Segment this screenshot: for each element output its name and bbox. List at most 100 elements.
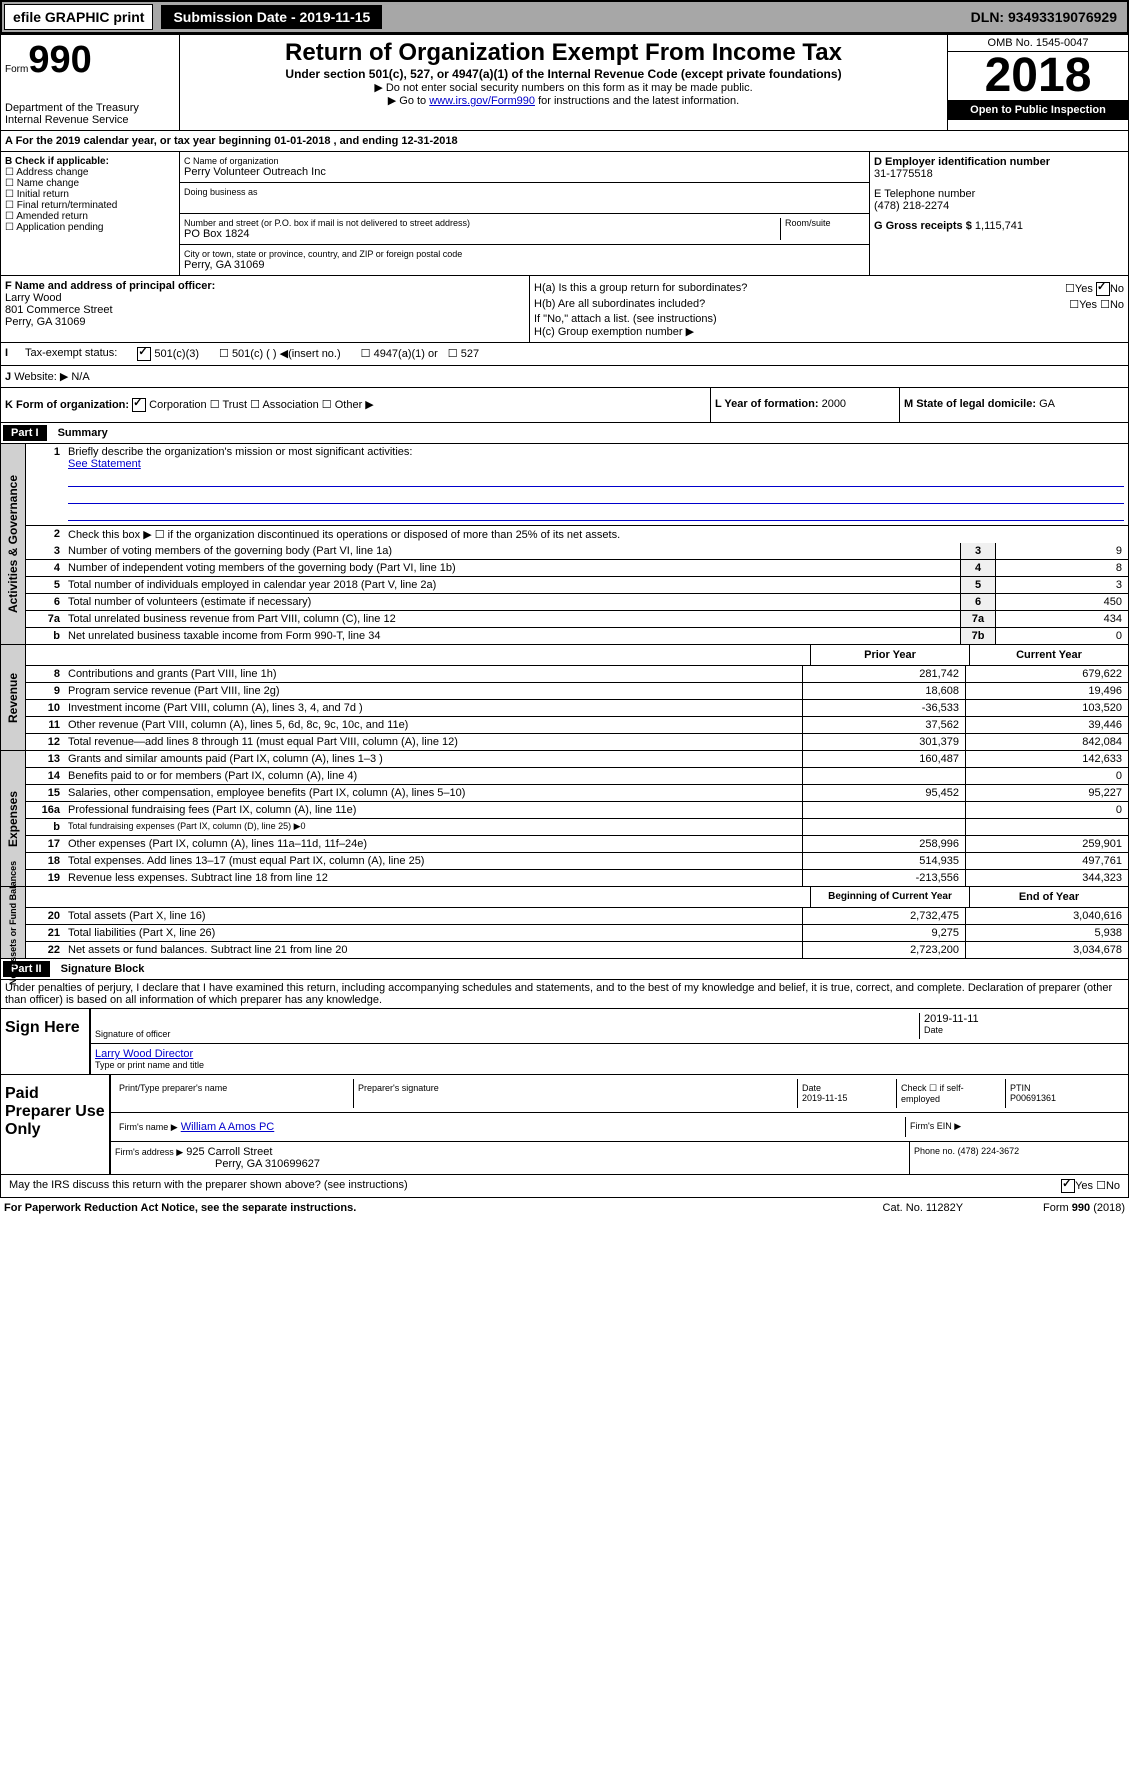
line-22-beg: 2,723,200 (802, 942, 965, 958)
line-20-end: 3,040,616 (965, 908, 1128, 924)
officer-city: Perry, GA 31069 (5, 316, 525, 328)
501c3-checkbox[interactable]: 501(c)(3) (137, 347, 199, 361)
signer-name-link[interactable]: Larry Wood Director (95, 1048, 1124, 1060)
line-22-desc: Net assets or fund balances. Subtract li… (64, 942, 802, 958)
net-tab: Net Assets or Fund Balances (1, 887, 26, 958)
4947-checkbox[interactable]: ☐ 4947(a)(1) or (361, 347, 438, 361)
form-subtitle-2: ▶ Do not enter social security numbers o… (184, 81, 943, 94)
line-16b-desc: Total fundraising expenses (Part IX, col… (64, 819, 802, 835)
efile-label[interactable]: efile GRAPHIC print (4, 4, 153, 30)
line-3-box: 3 (960, 543, 995, 559)
cb-name[interactable]: ☐ Name change (5, 178, 175, 189)
row-klm: K Form of organization: Corporation ☐ Tr… (0, 388, 1129, 423)
phone-label-e: E Telephone number (874, 188, 1124, 200)
cb-address[interactable]: ☐ Address change (5, 167, 175, 178)
line-11-curr: 39,446 (965, 717, 1128, 733)
firm-ein-label: Firm's EIN ▶ (906, 1117, 1124, 1137)
form-title: Return of Organization Exempt From Incom… (184, 39, 943, 67)
form990-link[interactable]: www.irs.gov/Form990 (429, 95, 535, 107)
box-m: M State of legal domicile: GA (900, 388, 1128, 422)
line-12-prior: 301,379 (802, 734, 965, 750)
submission-date-button[interactable]: Submission Date - 2019-11-15 (161, 5, 382, 29)
street-address: PO Box 1824 (184, 228, 780, 240)
prep-date: 2019-11-15 (802, 1093, 847, 1103)
firm-name-label: Firm's name ▶ (119, 1122, 178, 1132)
beginning-header: Beginning of Current Year (810, 887, 969, 907)
box-deg: D Employer identification number 31-1775… (870, 152, 1128, 275)
j-letter: J (5, 371, 11, 383)
prep-date-label: Date (802, 1083, 821, 1093)
prep-phone: (478) 224-3672 (958, 1146, 1020, 1156)
corp-checkbox[interactable] (132, 398, 146, 412)
tax-year: 2018 (948, 52, 1128, 100)
line-12-curr: 842,084 (965, 734, 1128, 750)
form-number-block: Form 990 Department of the Treasury Inte… (1, 35, 180, 130)
line-19-desc: Revenue less expenses. Subtract line 18 … (64, 870, 802, 886)
website-label: Website: ▶ (14, 371, 68, 383)
prep-phone-label: Phone no. (914, 1146, 955, 1156)
box-k: K Form of organization: Corporation ☐ Tr… (1, 388, 711, 422)
room-label: Room/suite (781, 218, 865, 240)
line-8-desc: Contributions and grants (Part VIII, lin… (64, 666, 802, 682)
section-bcde: B Check if applicable: ☐ Address change … (0, 152, 1129, 276)
line-11-prior: 37,562 (802, 717, 965, 733)
line-10-curr: 103,520 (965, 700, 1128, 716)
ha-label: H(a) Is this a group return for subordin… (534, 282, 747, 296)
line-18-desc: Total expenses. Add lines 13–17 (must eq… (64, 853, 802, 869)
line-19-curr: 344,323 (965, 870, 1128, 886)
501c-checkbox[interactable]: ☐ 501(c) ( ) ◀(insert no.) (219, 347, 341, 361)
line-2-desc: Check this box ▶ ☐ if the organization d… (64, 526, 1128, 543)
line-17-curr: 259,901 (965, 836, 1128, 852)
form-subtitle-3: ▶ Go to www.irs.gov/Form990 for instruct… (184, 94, 943, 107)
part-1-label: Part I (3, 425, 47, 441)
cb-amended[interactable]: ☐ Amended return (5, 211, 175, 222)
line-6-desc: Total number of volunteers (estimate if … (64, 594, 960, 610)
hb-note: If "No," attach a list. (see instruction… (534, 313, 1124, 325)
form-header: Form 990 Department of the Treasury Inte… (0, 34, 1129, 131)
firm-name-link[interactable]: William A Amos PC (181, 1121, 275, 1133)
line-11-desc: Other revenue (Part VIII, column (A), li… (64, 717, 802, 733)
line-12-desc: Total revenue—add lines 8 through 11 (mu… (64, 734, 802, 750)
box-b-title: B Check if applicable: (5, 156, 175, 167)
line-14-curr: 0 (965, 768, 1128, 784)
name-label: C Name of organization (184, 156, 865, 166)
current-year-header: Current Year (969, 645, 1128, 665)
sub3-post: for instructions and the latest informat… (538, 95, 739, 107)
part-2-title: Signature Block (61, 963, 145, 975)
phone-value-e: (478) 218-2274 (874, 200, 1124, 212)
footer-cat: Cat. No. 11282Y (883, 1202, 964, 1214)
part-2-header: Part II Signature Block (0, 959, 1129, 980)
line-7a-desc: Total unrelated business revenue from Pa… (64, 611, 960, 627)
mission-link[interactable]: See Statement (68, 458, 141, 470)
open-inspection: Open to Public Inspection (948, 100, 1128, 120)
net-assets-section: Net Assets or Fund Balances Beginning of… (0, 887, 1129, 959)
cb-final[interactable]: ☐ Final return/terminated (5, 200, 175, 211)
line-21-beg: 9,275 (802, 925, 965, 941)
sign-here-label: Sign Here (1, 1009, 91, 1074)
discuss-question: May the IRS discuss this return with the… (9, 1179, 408, 1193)
org-name: Perry Volunteer Outreach Inc (184, 166, 865, 178)
line-16a-prior (802, 802, 965, 818)
self-employed-label: Check ☐ if self-employed (897, 1079, 1006, 1108)
line-1-num: 1 (26, 444, 64, 525)
officer-name: Larry Wood (5, 292, 525, 304)
page-footer: For Paperwork Reduction Act Notice, see … (0, 1198, 1129, 1218)
527-checkbox[interactable]: ☐ 527 (448, 347, 479, 361)
dln-label: DLN: 93493319076929 (971, 9, 1125, 25)
line-13-desc: Grants and similar amounts paid (Part IX… (64, 751, 802, 767)
line-4-desc: Number of independent voting members of … (64, 560, 960, 576)
box-c: C Name of organization Perry Volunteer O… (180, 152, 870, 275)
footer-form: Form 990 (2018) (1043, 1202, 1125, 1214)
line-1-desc: Briefly describe the organization's miss… (64, 444, 1128, 525)
cb-initial[interactable]: ☐ Initial return (5, 189, 175, 200)
hb-answer: ☐Yes ☐No (1069, 298, 1124, 311)
city-address: Perry, GA 31069 (184, 259, 865, 271)
hc-label: H(c) Group exemption number ▶ (534, 325, 1124, 338)
line-18-prior: 514,935 (802, 853, 965, 869)
preparer-name-header: Print/Type preparer's name (115, 1079, 354, 1108)
line-10-prior: -36,533 (802, 700, 965, 716)
revenue-section: Revenue Prior YearCurrent Year 8Contribu… (0, 645, 1129, 751)
ein-value: 31-1775518 (874, 168, 1124, 180)
line-7b-val: 0 (995, 628, 1128, 644)
cb-pending[interactable]: ☐ Application pending (5, 222, 175, 233)
